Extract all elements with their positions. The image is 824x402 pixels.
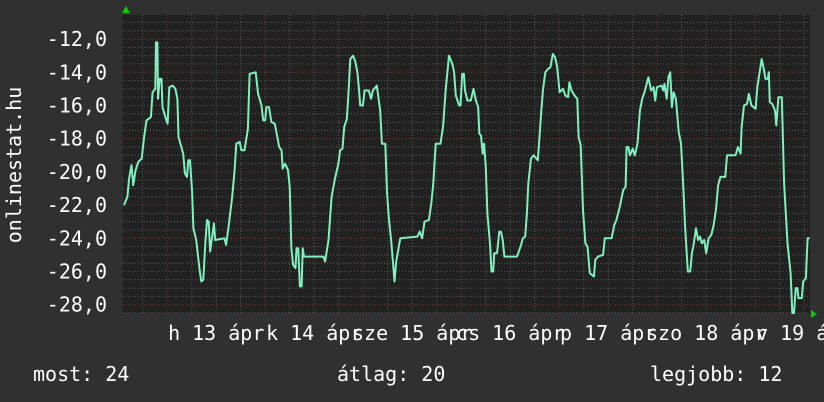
series-line [123, 41, 810, 314]
x-tick-label: szo 18 ápr [646, 321, 766, 345]
x-tick-label: sze 15 ápr [352, 321, 472, 345]
plot-area [123, 15, 810, 313]
y-tick-label: -20,0 [47, 160, 107, 184]
y-axis-arrow-icon [122, 6, 130, 13]
x-axis-arrow-icon [811, 310, 817, 318]
y-tick-label: -22,0 [47, 193, 107, 217]
y-tick-label: -14,0 [47, 60, 107, 84]
x-tick-label: h 13 ápr [168, 321, 264, 345]
x-tick-label: cs 16 ápr [456, 321, 564, 345]
legend-current: most: 24 [33, 362, 130, 386]
legend-best: legjobb: 12 [650, 362, 783, 386]
y-tick-label: -16,0 [47, 93, 107, 117]
y-axis-title: onlinestat.hu [2, 87, 26, 244]
y-tick-label: -28,0 [47, 293, 107, 317]
x-tick-label: p 17 ápr [560, 321, 656, 345]
y-tick-label: -26,0 [47, 259, 107, 283]
legend-average: átlag: 20 [337, 362, 446, 386]
y-tick-label: -18,0 [47, 127, 107, 151]
y-tick-label: -24,0 [47, 226, 107, 250]
x-tick-label: k 14 ápr [266, 321, 362, 345]
y-tick-label: -12,0 [47, 27, 107, 51]
x-tick-label: v 19 ápr [756, 321, 824, 345]
